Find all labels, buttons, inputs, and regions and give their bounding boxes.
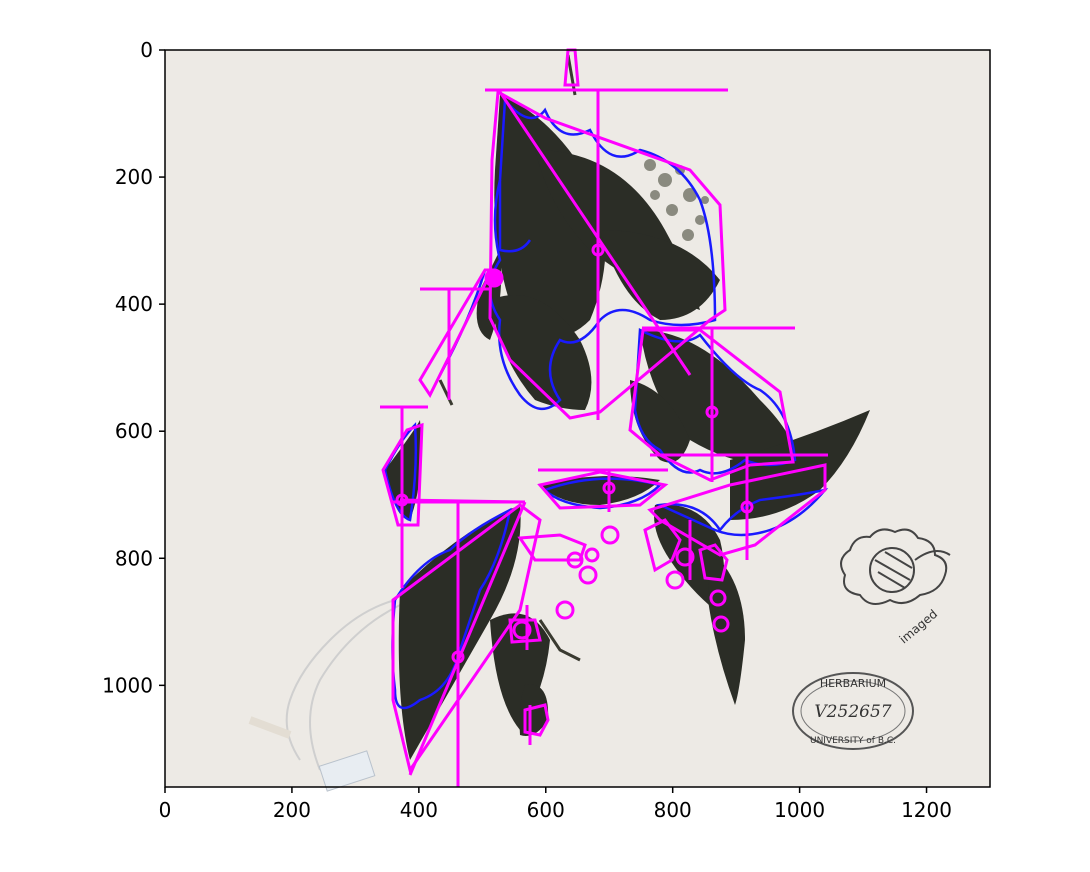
stamp-top-text: HERBARIUM <box>820 677 886 690</box>
centroid-marker <box>740 500 754 514</box>
x-axis: 0 200 400 600 800 1000 1200 <box>159 787 952 822</box>
x-tick-label: 0 <box>159 798 172 822</box>
diagonal-line <box>399 498 526 504</box>
y-tick-label: 600 <box>115 419 153 443</box>
overlay <box>380 48 828 787</box>
leaf <box>519 684 549 736</box>
hull-polygon <box>628 328 795 482</box>
y-tick-label: 800 <box>115 546 153 570</box>
stamp-catalog-number: V252657 <box>814 702 891 722</box>
hull-polygon <box>391 503 542 774</box>
y-tick-label: 200 <box>115 165 153 189</box>
x-tick-label: 600 <box>527 798 565 822</box>
specimen-tag <box>248 599 401 771</box>
stamp-bottom-text: UNIVERSITY of B.C. <box>810 736 896 746</box>
centroid-marker <box>705 405 719 419</box>
hull-polygon <box>488 89 727 420</box>
x-tick-label: 1000 <box>774 798 825 822</box>
centroid-marker <box>484 268 504 288</box>
leaf <box>640 330 796 466</box>
mottled-patch <box>644 159 709 241</box>
y-tick-label: 400 <box>115 292 153 316</box>
x-tick-label: 1200 <box>901 798 952 822</box>
y-axis: 0 200 400 600 800 1000 <box>102 38 165 697</box>
y-tick-label: 1000 <box>102 673 153 697</box>
hull-polygon <box>537 470 669 510</box>
axes-frame <box>164 49 991 788</box>
small-detections <box>508 518 730 745</box>
paper-label <box>318 750 376 792</box>
y-tick-label: 0 <box>140 38 153 62</box>
leaf <box>494 95 606 338</box>
leaf <box>600 230 720 320</box>
centroid-marker <box>395 493 409 507</box>
centroid-marker <box>451 650 465 664</box>
centroid-marker <box>591 243 605 257</box>
x-tick-label: 800 <box>654 798 692 822</box>
leaf <box>730 410 870 520</box>
herbarium-stamp: HERBARIUM V252657 UNIVERSITY of B.C. <box>792 672 914 750</box>
x-tick-label: 200 <box>273 798 311 822</box>
leaf <box>490 295 592 410</box>
diagonal-line <box>408 501 527 776</box>
centroid-marker <box>602 481 616 495</box>
leaf <box>630 380 690 463</box>
specimen-image <box>165 48 990 792</box>
x-tick-label: 400 <box>400 798 438 822</box>
